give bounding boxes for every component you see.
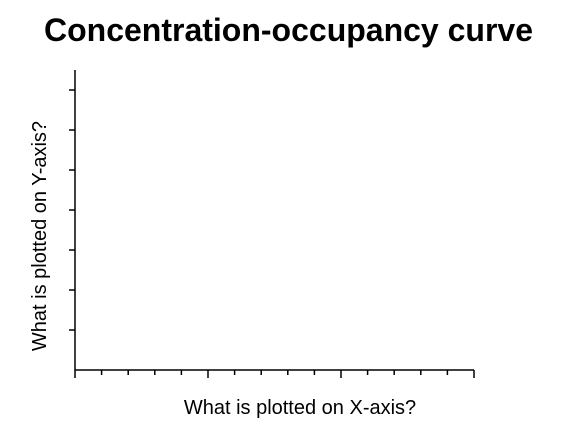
- y-ticks: [69, 89, 75, 331]
- chart-title: Concentration-occupancy curve: [44, 12, 533, 48]
- x-ticks: [74, 370, 475, 378]
- x-axis-label: What is plotted on X-axis?: [183, 397, 417, 419]
- y-axis-label: What is plotted on Y-axis?: [29, 120, 51, 352]
